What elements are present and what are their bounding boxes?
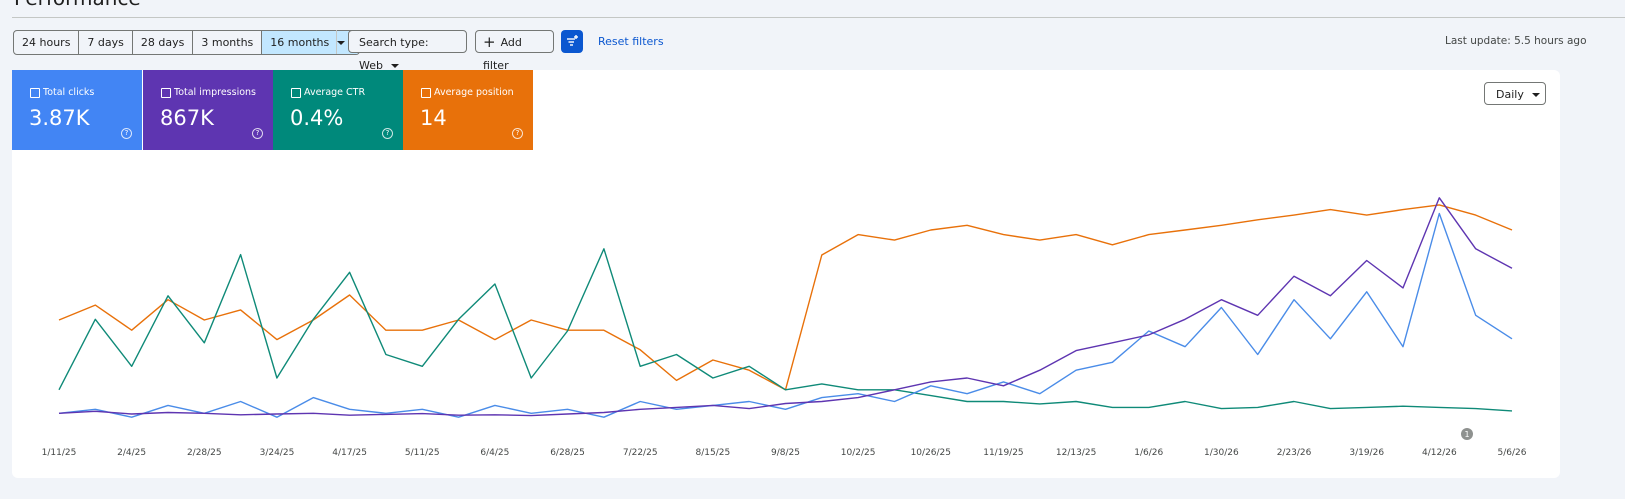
- metric-value: 3.87K: [29, 106, 90, 130]
- help-icon[interactable]: ?: [121, 128, 132, 139]
- add-filter-button[interactable]: + Add filter: [475, 30, 554, 72]
- date-range-selected[interactable]: 16 months: [262, 31, 360, 54]
- help-icon[interactable]: ?: [382, 128, 393, 139]
- reset-filters-link[interactable]: Reset filters: [598, 35, 664, 48]
- granularity-dropdown[interactable]: Daily: [1484, 82, 1546, 105]
- metric-card[interactable]: Average CTR 0.4%?: [273, 70, 403, 150]
- x-tick-label: 10/2/25: [841, 448, 876, 458]
- metric-label: Average position: [434, 87, 514, 98]
- series-line: [58, 248, 1513, 412]
- x-tick-label: 4/17/25: [332, 448, 367, 458]
- metric-label: Total impressions: [174, 87, 256, 98]
- metric-card[interactable]: Total clicks 3.87K?: [12, 70, 142, 150]
- x-tick-label: 9/8/25: [771, 448, 800, 458]
- help-icon[interactable]: ?: [512, 128, 523, 139]
- x-tick-label: 8/15/25: [695, 448, 730, 458]
- label: Search type: Web: [359, 36, 429, 72]
- x-tick-label: 10/26/25: [911, 448, 951, 458]
- checkbox[interactable]: [421, 88, 431, 98]
- metric-label: Average CTR: [304, 87, 366, 98]
- series-line: [58, 204, 1513, 391]
- annotation-label: 1: [1464, 430, 1469, 439]
- label: Add filter: [483, 36, 522, 72]
- metric-card[interactable]: Average position 14?: [403, 70, 533, 150]
- metric-value: 14: [420, 106, 447, 130]
- label: 16 months: [270, 36, 330, 49]
- help-icon[interactable]: ?: [252, 128, 263, 139]
- x-tick-label: 5/11/25: [405, 448, 440, 458]
- label: Daily: [1496, 88, 1524, 101]
- metric-value: 0.4%: [290, 106, 344, 130]
- plus-icon: +: [483, 33, 496, 51]
- series-line: [58, 212, 1513, 418]
- last-update: Last update: 5.5 hours ago: [1445, 35, 1587, 47]
- x-tick-label: 1/6/26: [1134, 448, 1163, 458]
- x-tick-label: 6/4/25: [480, 448, 509, 458]
- date-range-option[interactable]: 28 days: [133, 31, 194, 54]
- metric-label: Total clicks: [43, 87, 95, 98]
- divider: [336, 30, 337, 54]
- caret: [390, 64, 399, 68]
- date-range-option[interactable]: 24 hours: [14, 31, 80, 54]
- x-tick-label: 7/22/25: [623, 448, 658, 458]
- caret: [337, 41, 346, 45]
- x-tick-label: 2/4/25: [117, 448, 146, 458]
- x-tick-label: 11/19/25: [983, 448, 1023, 458]
- filter-settings-button[interactable]: [561, 30, 583, 53]
- x-tick-label: 2/28/25: [187, 448, 222, 458]
- page-title: Performance: [14, 0, 141, 10]
- caret: [1531, 93, 1540, 97]
- x-tick-label: 6/28/25: [550, 448, 585, 458]
- metric-value: 867K: [160, 106, 214, 130]
- search-type-dropdown[interactable]: Search type: Web: [348, 30, 467, 72]
- checkbox[interactable]: [291, 88, 301, 98]
- checkbox[interactable]: [161, 88, 171, 98]
- metric-card[interactable]: Total impressions 867K?: [143, 70, 273, 150]
- series-line: [58, 197, 1513, 417]
- date-range-option[interactable]: 3 months: [193, 31, 263, 54]
- x-tick-label: 3/24/25: [260, 448, 295, 458]
- date-range-selector[interactable]: 24 hours 7 days 28 days 3 months 16 mont…: [13, 30, 361, 55]
- x-tick-label: 5/6/26: [1498, 448, 1527, 458]
- x-tick-label: 1/30/26: [1204, 448, 1239, 458]
- divider: [12, 17, 1625, 18]
- annotation-marker[interactable]: [1461, 428, 1473, 440]
- x-tick-label: 12/13/25: [1056, 448, 1096, 458]
- x-tick-label: 1/11/25: [42, 448, 77, 458]
- filter-icon: [567, 35, 578, 46]
- x-tick-label: 4/12/26: [1422, 448, 1457, 458]
- x-tick-label: 2/23/26: [1277, 448, 1312, 458]
- date-range-option[interactable]: 7 days: [79, 31, 133, 54]
- checkbox[interactable]: [30, 88, 40, 98]
- x-tick-label: 3/19/26: [1349, 448, 1384, 458]
